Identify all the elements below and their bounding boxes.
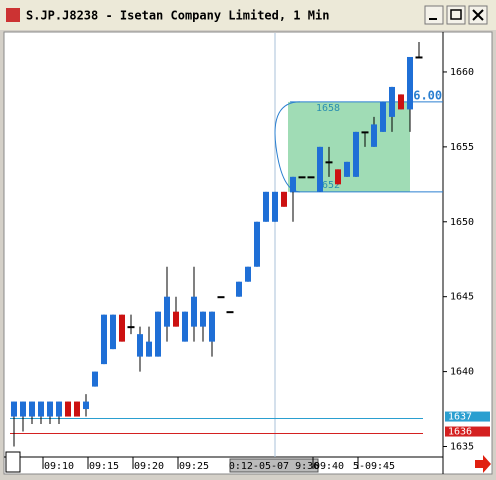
candle-body xyxy=(380,101,386,132)
candle-body xyxy=(407,56,413,110)
candle-body xyxy=(127,326,135,329)
candle-body xyxy=(398,94,404,110)
maximize-button[interactable] xyxy=(446,5,466,25)
candle-body xyxy=(56,401,62,417)
zone-high-label: 1658 xyxy=(316,103,340,114)
candle-body xyxy=(353,131,359,177)
level-tag xyxy=(445,411,490,422)
candle-body xyxy=(110,314,116,350)
candle-body xyxy=(47,401,53,417)
candle-body xyxy=(29,401,35,417)
candle-body xyxy=(236,281,242,297)
cursor-price-label: 16.00 xyxy=(406,89,442,103)
candle-body xyxy=(335,169,341,185)
cursor-time-label: 0:12-05-07 9:36 xyxy=(229,461,319,472)
candle-body xyxy=(226,311,234,314)
candle-body xyxy=(146,341,152,357)
y-tick-label: 1660 xyxy=(450,67,474,78)
level-label: 1636 xyxy=(448,427,472,438)
candle-body xyxy=(182,311,188,342)
candle-body xyxy=(137,334,143,357)
candle-body xyxy=(290,176,296,192)
close-glyph xyxy=(472,9,484,21)
candle-body xyxy=(20,401,26,417)
title-bar xyxy=(0,0,496,30)
candle-body xyxy=(74,401,80,417)
y-tick-label: 1640 xyxy=(450,367,474,378)
x-tick-label: 09:15 xyxy=(89,461,119,472)
candle-body xyxy=(65,401,71,417)
y-tick-label: 1645 xyxy=(450,292,474,303)
candle-body xyxy=(164,296,170,327)
corner-box[interactable] xyxy=(5,451,21,473)
candle-body xyxy=(38,401,44,417)
zone-edge xyxy=(274,101,301,193)
candle-body xyxy=(344,161,350,177)
candle-body xyxy=(361,131,369,134)
level-label: 1637 xyxy=(448,412,472,423)
x-tick-label: 09:20 xyxy=(134,461,164,472)
candle-body xyxy=(325,161,333,164)
candle-body xyxy=(317,146,323,192)
x-tick-label: 09:10 xyxy=(44,461,74,472)
candle-body xyxy=(298,176,306,179)
candle-body xyxy=(263,191,269,222)
candle-body xyxy=(245,266,251,282)
window-buttons[interactable] xyxy=(424,5,488,25)
window-title: S.JP.J8238 - Isetan Company Limited, 1 M… xyxy=(26,9,329,23)
candle-body xyxy=(200,311,206,327)
maximize-glyph xyxy=(450,9,462,20)
candle-body xyxy=(119,314,125,342)
y-tick-label: 1635 xyxy=(450,442,474,453)
candle-body xyxy=(209,311,215,342)
candle-body xyxy=(83,401,89,410)
candle-body xyxy=(389,86,395,117)
candle-body xyxy=(11,401,17,417)
candle-body xyxy=(101,314,107,365)
candle-body xyxy=(281,191,287,207)
level-tag xyxy=(445,426,490,437)
x-tick-label: 09:40 xyxy=(314,461,344,472)
minimize-button[interactable] xyxy=(424,5,444,25)
x-tick-label: 09:25 xyxy=(179,461,209,472)
y-tick-label: 1650 xyxy=(450,217,474,228)
candle-body xyxy=(272,191,278,222)
candle-body xyxy=(415,56,423,59)
candle-body xyxy=(155,311,161,357)
cursor-time-box xyxy=(229,458,319,473)
x-tick-label: 5-09:45 xyxy=(353,461,395,472)
candle-body xyxy=(92,371,98,387)
candle-body xyxy=(191,296,197,327)
candle-body xyxy=(217,296,225,299)
candle-body xyxy=(173,311,179,327)
scroll-arrow[interactable] xyxy=(475,455,491,473)
y-tick-label: 1655 xyxy=(450,142,474,153)
candle-body xyxy=(254,221,260,267)
candle-body xyxy=(307,176,315,179)
app-icon xyxy=(6,8,20,22)
zone-low-label: 1652 xyxy=(316,180,340,191)
candle-body xyxy=(371,124,377,147)
